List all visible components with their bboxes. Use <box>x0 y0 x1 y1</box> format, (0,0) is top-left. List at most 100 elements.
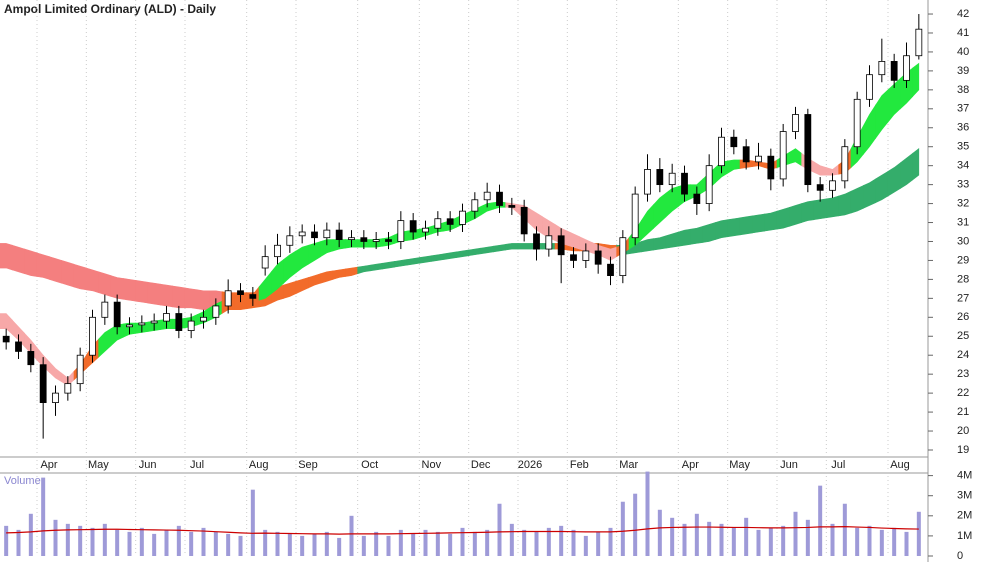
y-tick-label: 27 <box>957 292 969 304</box>
ribbon-segment <box>641 238 654 253</box>
ribbon-segment <box>86 267 99 294</box>
candle-body <box>841 146 849 182</box>
candle-body <box>496 191 503 206</box>
ribbon-segment <box>764 210 778 232</box>
volume-bar <box>139 527 144 556</box>
ribbon-segment <box>702 222 716 243</box>
y-tick-label: 32 <box>957 197 969 209</box>
candle-body <box>76 354 84 385</box>
y-tick-label: 23 <box>957 368 969 380</box>
volume-bar <box>805 519 810 556</box>
candle-body <box>656 169 664 186</box>
candle-body <box>126 324 133 328</box>
volume-bar <box>201 527 206 556</box>
candle-body <box>64 383 72 394</box>
x-tick-label: May <box>729 459 750 471</box>
ribbon-segment <box>517 243 531 250</box>
candle-body <box>89 316 96 356</box>
ribbon-segment <box>912 62 920 98</box>
volume-bar <box>176 525 181 556</box>
volume-bar <box>497 503 502 556</box>
ribbon-segment <box>0 243 13 271</box>
y-tick-label: 30 <box>957 235 969 247</box>
volume-bar <box>534 531 539 556</box>
volume-bar <box>374 531 379 556</box>
y-tick-label: 22 <box>957 387 969 399</box>
volume-bar <box>423 529 428 556</box>
volume-bar <box>830 523 835 556</box>
candle-body <box>249 294 257 299</box>
candle-body <box>471 199 479 212</box>
x-tick-label: Jun <box>780 459 798 471</box>
candle-body <box>742 146 750 163</box>
y-tick-label: 31 <box>957 216 969 228</box>
x-tick-label: Apr <box>682 459 699 471</box>
candle-body <box>150 320 158 324</box>
candle-body <box>557 235 565 256</box>
candle-body <box>668 172 676 186</box>
volume-bar <box>287 533 292 556</box>
volume-bar <box>226 533 231 556</box>
candle-body <box>755 155 762 163</box>
y-tick-label: 36 <box>957 122 969 134</box>
volume-tick-label: 1M <box>957 530 972 542</box>
y-tick-label: 35 <box>957 141 969 153</box>
ribbon-segment <box>776 206 790 230</box>
candle-body <box>804 114 812 186</box>
x-tick-label: Mar <box>619 459 638 471</box>
ribbon-segment <box>690 225 704 245</box>
volume-bar <box>361 535 366 556</box>
x-tick-label: Apr <box>40 459 57 471</box>
candle-body <box>15 341 22 352</box>
volume-bar <box>608 527 613 556</box>
candle-body <box>101 301 109 318</box>
volume-bar <box>867 525 872 556</box>
volume-bar <box>460 527 465 556</box>
x-tick-label: May <box>88 459 109 471</box>
y-tick-label: 34 <box>957 160 969 172</box>
candle-body <box>224 290 232 307</box>
volume-bar <box>744 517 749 556</box>
candle-body <box>853 98 861 148</box>
y-tick-label: 19 <box>957 444 969 456</box>
volume-bar <box>472 531 477 556</box>
candle-body <box>878 61 886 76</box>
x-tick-label: Oct <box>361 459 378 471</box>
volume-bar <box>670 517 675 556</box>
ribbon-segment <box>739 215 753 236</box>
candle-body <box>570 254 577 261</box>
candle-body <box>323 229 331 239</box>
volume-bar <box>411 533 416 556</box>
y-tick-label: 29 <box>957 254 969 266</box>
volume-bar <box>559 525 564 556</box>
ribbon-segment <box>184 287 198 310</box>
x-tick-label: Jun <box>139 459 157 471</box>
volume-bar <box>41 477 46 556</box>
x-tick-label: Aug <box>249 459 269 471</box>
y-tick-label: 39 <box>957 65 969 77</box>
volume-bar <box>28 513 33 556</box>
candle-body <box>915 28 923 57</box>
volume-bar <box>793 511 798 556</box>
volume-bar <box>189 531 194 556</box>
y-tick-label: 24 <box>957 349 969 361</box>
candle-body <box>545 235 553 250</box>
volume-bar <box>707 521 712 556</box>
volume-bar <box>781 525 786 556</box>
candle-body <box>385 239 392 242</box>
x-tick-label: Aug <box>890 459 910 471</box>
candle-body <box>829 180 836 191</box>
ribbon-segment <box>73 263 87 291</box>
volume-bar <box>337 537 342 556</box>
ribbon-segment <box>727 217 741 238</box>
ribbon-segment <box>135 279 149 304</box>
candle-body <box>816 184 824 191</box>
volume-bar <box>238 535 243 556</box>
candle-body <box>163 313 170 322</box>
volume-tick-label: 2M <box>957 510 972 522</box>
x-tick-label: Sep <box>298 459 318 471</box>
volume-bar <box>275 531 280 556</box>
candle-body <box>187 320 195 331</box>
chart-title: Ampol Limited Ordinary (ALD) - Daily <box>4 2 216 16</box>
